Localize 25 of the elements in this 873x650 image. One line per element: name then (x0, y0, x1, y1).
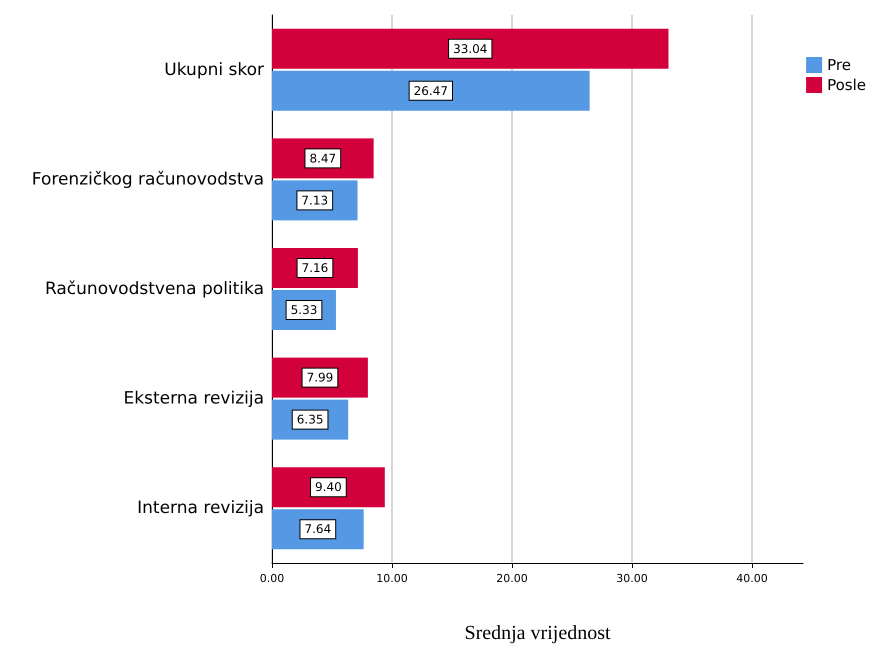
bar (272, 70, 590, 111)
text: 5.33 (290, 303, 318, 317)
x-tick-label: 30.00 (616, 572, 648, 585)
text: 33.04 (453, 42, 488, 56)
x-tick-label: 20.00 (496, 572, 528, 585)
legend-label: Pre (827, 56, 851, 74)
text: 7.64 (304, 522, 332, 536)
text: 7.99 (306, 370, 334, 385)
y-tick-label: Eksterna revizija (124, 388, 264, 409)
x-tick-label: 10.00 (376, 572, 408, 585)
y-tick-label: Računovodstvena politika (44, 279, 264, 299)
text: 9.40 (315, 480, 342, 494)
y-tick-label: Ukupni skor (164, 60, 264, 80)
text: 6.35 (296, 412, 324, 427)
bar (272, 28, 668, 69)
text: 7.16 (302, 261, 328, 275)
text: 8.47 (309, 151, 336, 166)
text: 7.13 (301, 193, 328, 208)
legend-label: Posle (827, 76, 866, 94)
x-axis-title: Srednja vrijednost (464, 622, 611, 644)
x-tick-label: 0.00 (260, 572, 284, 585)
y-tick-label: Interna revizija (137, 498, 264, 518)
text: 26.47 (414, 84, 448, 98)
y-tick-label: Forenzičkog računovodstva (32, 169, 264, 190)
x-tick-label: 40.00 (736, 572, 768, 585)
